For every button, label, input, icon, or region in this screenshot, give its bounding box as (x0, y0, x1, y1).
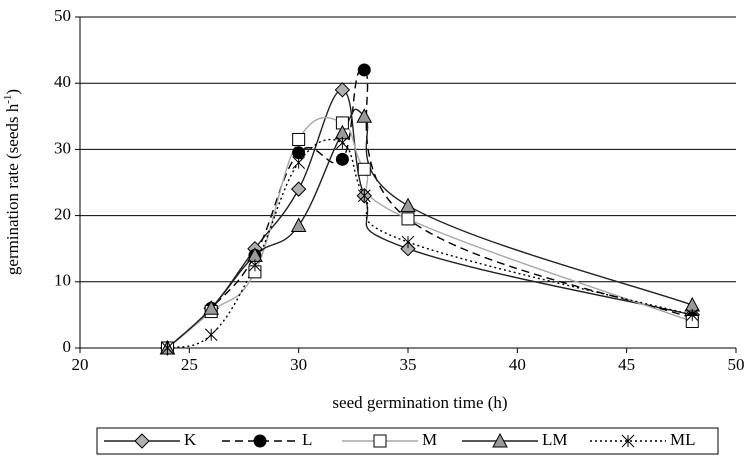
marker (400, 197, 416, 213)
marker (373, 434, 387, 448)
marker (253, 434, 267, 448)
series-line (166, 68, 693, 349)
legend-label: LM (542, 430, 568, 449)
y-tick-label: 0 (63, 337, 72, 356)
marker (492, 432, 508, 448)
marker (335, 152, 349, 166)
marker (401, 235, 415, 249)
y-axis-label: germination rate (seeds h-1) (2, 89, 22, 275)
x-tick-label: 20 (72, 355, 89, 374)
legend-label: K (184, 430, 197, 449)
marker (357, 162, 371, 176)
y-axis-label-text: germination rate (seeds h (3, 103, 22, 275)
marker (357, 63, 371, 77)
x-tick-label: 50 (728, 355, 745, 374)
marker (685, 308, 699, 322)
legend-label: L (302, 430, 312, 449)
x-tick-label: 25 (181, 355, 198, 374)
y-tick-label: 30 (54, 138, 71, 157)
y-tick-label: 20 (54, 205, 71, 224)
marker (621, 434, 635, 448)
y-axis-label-sup: -1 (2, 95, 14, 104)
legend-label: ML (670, 430, 696, 449)
marker (336, 136, 349, 150)
x-tick-label: 40 (509, 355, 526, 374)
x-tick-label: 30 (290, 355, 307, 374)
marker (292, 156, 306, 169)
marker (357, 189, 371, 203)
marker (290, 217, 307, 233)
marker (356, 108, 373, 123)
series-line (166, 89, 693, 349)
marker (290, 181, 307, 197)
series-line (167, 138, 693, 349)
y-tick-label: 10 (54, 271, 71, 290)
marker (248, 258, 262, 272)
marker (401, 212, 415, 226)
x-tick-label: 35 (400, 355, 417, 374)
marker (161, 341, 174, 355)
legend-label: M (422, 430, 437, 449)
marker (134, 433, 150, 449)
y-tick-label: 40 (54, 72, 71, 91)
marker (204, 328, 218, 342)
marker (334, 82, 351, 98)
x-tick-label: 45 (618, 355, 635, 374)
y-tick-label: 50 (54, 6, 71, 25)
x-axis-label: seed germination time (h) (332, 393, 507, 412)
marker (203, 300, 220, 315)
y-axis-label-end: ) (3, 89, 22, 95)
marker (292, 132, 306, 146)
